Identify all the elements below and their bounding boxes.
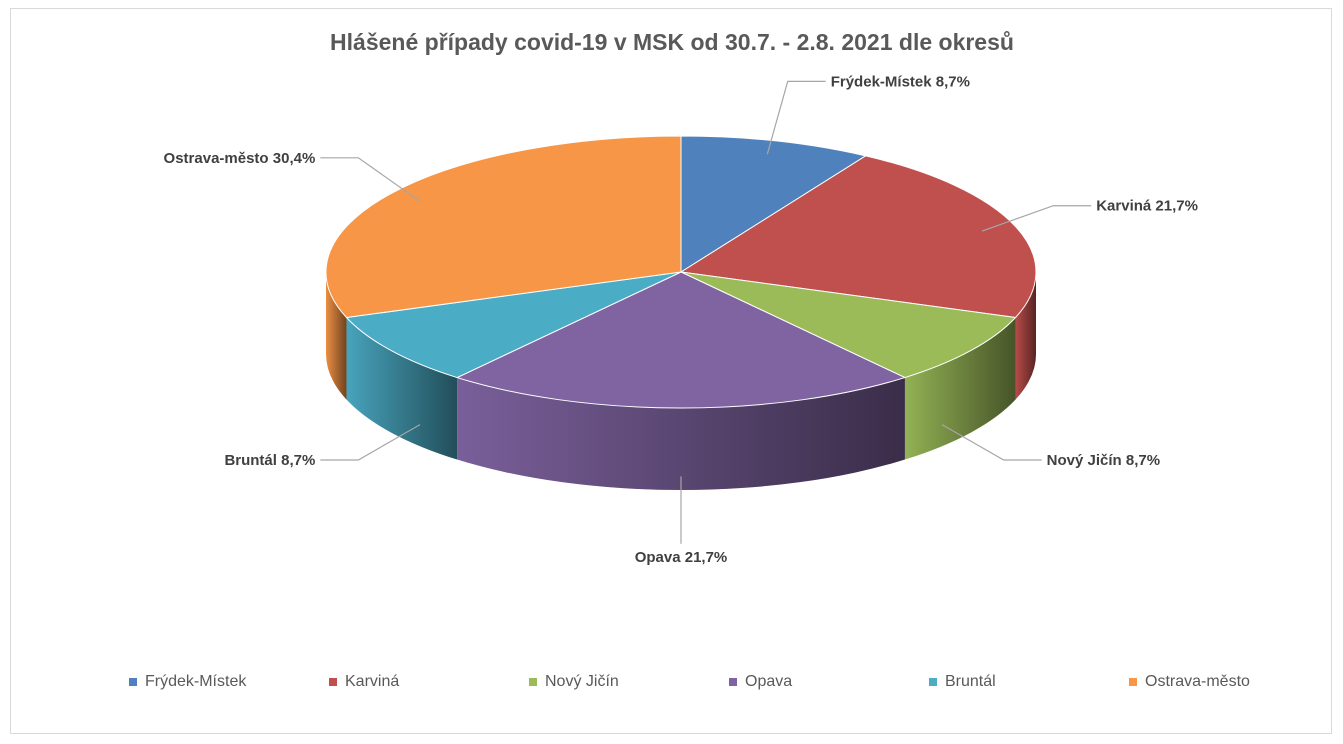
data-label-value: 8,7% xyxy=(1126,452,1160,469)
pie-side-bruntal xyxy=(346,317,458,460)
legend-swatch xyxy=(329,678,337,686)
data-label-frydek-mistek: Frýdek-Místek 8,7% xyxy=(831,73,970,90)
data-label-value: 30,4% xyxy=(273,150,316,167)
data-labels: Frýdek-Místek 8,7% Karviná 21,7% Nový Jičí… xyxy=(164,73,1198,565)
pie-side-opava xyxy=(457,377,905,490)
legend-item-karvina: Karviná xyxy=(329,673,399,691)
data-label-name: Opava xyxy=(635,549,685,566)
legend-swatch xyxy=(529,678,537,686)
pie-slice-ostrava-mesto xyxy=(325,135,682,319)
pie-chart: Frýdek-Místek 8,7% Karviná 21,7% Nový Jičí… xyxy=(164,73,1198,565)
pie-side-karvina xyxy=(1015,272,1036,400)
chart-area: Hlášené případy covid-19 v MSK od 30.7. … xyxy=(10,8,1332,734)
data-label-opava: Opava 21,7% xyxy=(635,549,728,566)
pie-slice-opava xyxy=(455,271,907,409)
data-label-name: Karviná xyxy=(1096,198,1155,215)
data-label-value: 21,7% xyxy=(685,549,728,566)
pie-top-layer xyxy=(325,135,1037,409)
legend-label: Nový Jičín xyxy=(545,673,619,690)
data-label-name: Ostrava-město xyxy=(164,150,273,167)
data-label-value: 8,7% xyxy=(936,73,970,90)
leader-lines xyxy=(320,80,1092,544)
pie-slice-bruntal xyxy=(345,271,682,379)
data-label-name: Bruntál xyxy=(224,452,281,469)
leader-line-frydek-mistek xyxy=(766,80,826,155)
legend-item-novy-jicin: Nový Jičín xyxy=(529,673,619,691)
legend-swatch xyxy=(129,678,137,686)
pie-slice-novy-jicin xyxy=(680,271,1017,379)
legend-item-frydek-mistek: Frýdek-Místek xyxy=(129,673,246,691)
legend-swatch xyxy=(1129,678,1137,686)
data-label-novy-jicin: Nový Jičín 8,7% xyxy=(1047,452,1160,469)
legend: Frýdek-Místek Karviná Nový Jičín Opava Brunt… xyxy=(11,673,1333,697)
data-label-value: 8,7% xyxy=(281,452,315,469)
data-label-bruntal: Bruntál 8,7% xyxy=(224,452,315,469)
data-label-name: Nový Jičín xyxy=(1047,452,1126,469)
data-label-value: 21,7% xyxy=(1155,198,1198,215)
legend-label: Bruntál xyxy=(945,673,996,690)
pie-depth-layer xyxy=(326,272,1036,490)
legend-item-bruntal: Bruntál xyxy=(929,673,996,691)
data-label-name: Frýdek-Místek xyxy=(831,73,936,90)
legend-label: Karviná xyxy=(345,673,400,690)
pie-side-novy-jicin xyxy=(904,317,1016,460)
leader-line-bruntal xyxy=(320,424,421,461)
pie-side-ostrava-mesto xyxy=(326,272,347,400)
leader-line-novy-jicin xyxy=(941,424,1042,461)
legend-label: Frýdek-Místek xyxy=(145,673,247,690)
legend-item-ostrava-mesto: Ostrava-město xyxy=(1129,673,1250,691)
pie-slice-frydek-mistek xyxy=(680,135,867,273)
legend-swatch xyxy=(929,678,937,686)
legend-label: Opava xyxy=(745,673,793,690)
data-label-ostrava-mesto: Ostrava-město 30,4% xyxy=(164,150,316,167)
legend-label: Ostrava-město xyxy=(1145,673,1250,690)
legend-swatch xyxy=(729,678,737,686)
leader-line-karvina xyxy=(981,205,1092,232)
legend-item-opava: Opava xyxy=(729,673,792,691)
chart-title: Hlášené případy covid-19 v MSK od 30.7. … xyxy=(330,29,1014,55)
pie-slice-karvina xyxy=(679,155,1037,319)
leader-line-ostrava-mesto xyxy=(320,157,421,202)
data-label-karvina: Karviná 21,7% xyxy=(1096,198,1198,215)
